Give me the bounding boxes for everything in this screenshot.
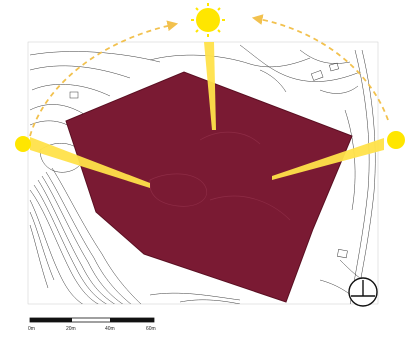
sun-ray-top — [204, 42, 216, 130]
sun-icon — [15, 136, 31, 152]
site-contours — [149, 131, 291, 221]
north-arrow-icon — [348, 277, 378, 307]
scale-bar: 0m 20m 40m 60m — [28, 317, 156, 332]
sun-path-right — [251, 14, 389, 121]
sun-icon — [387, 131, 405, 149]
scale-label: 0m — [28, 326, 35, 332]
sun-ray-left — [30, 137, 150, 188]
scale-label: 60m — [146, 326, 156, 332]
sun-icon — [191, 3, 225, 37]
scale-label: 20m — [66, 326, 76, 332]
sun-path-left — [29, 20, 179, 137]
scale-label: 40m — [105, 326, 115, 332]
sun-ray-right — [272, 138, 384, 180]
